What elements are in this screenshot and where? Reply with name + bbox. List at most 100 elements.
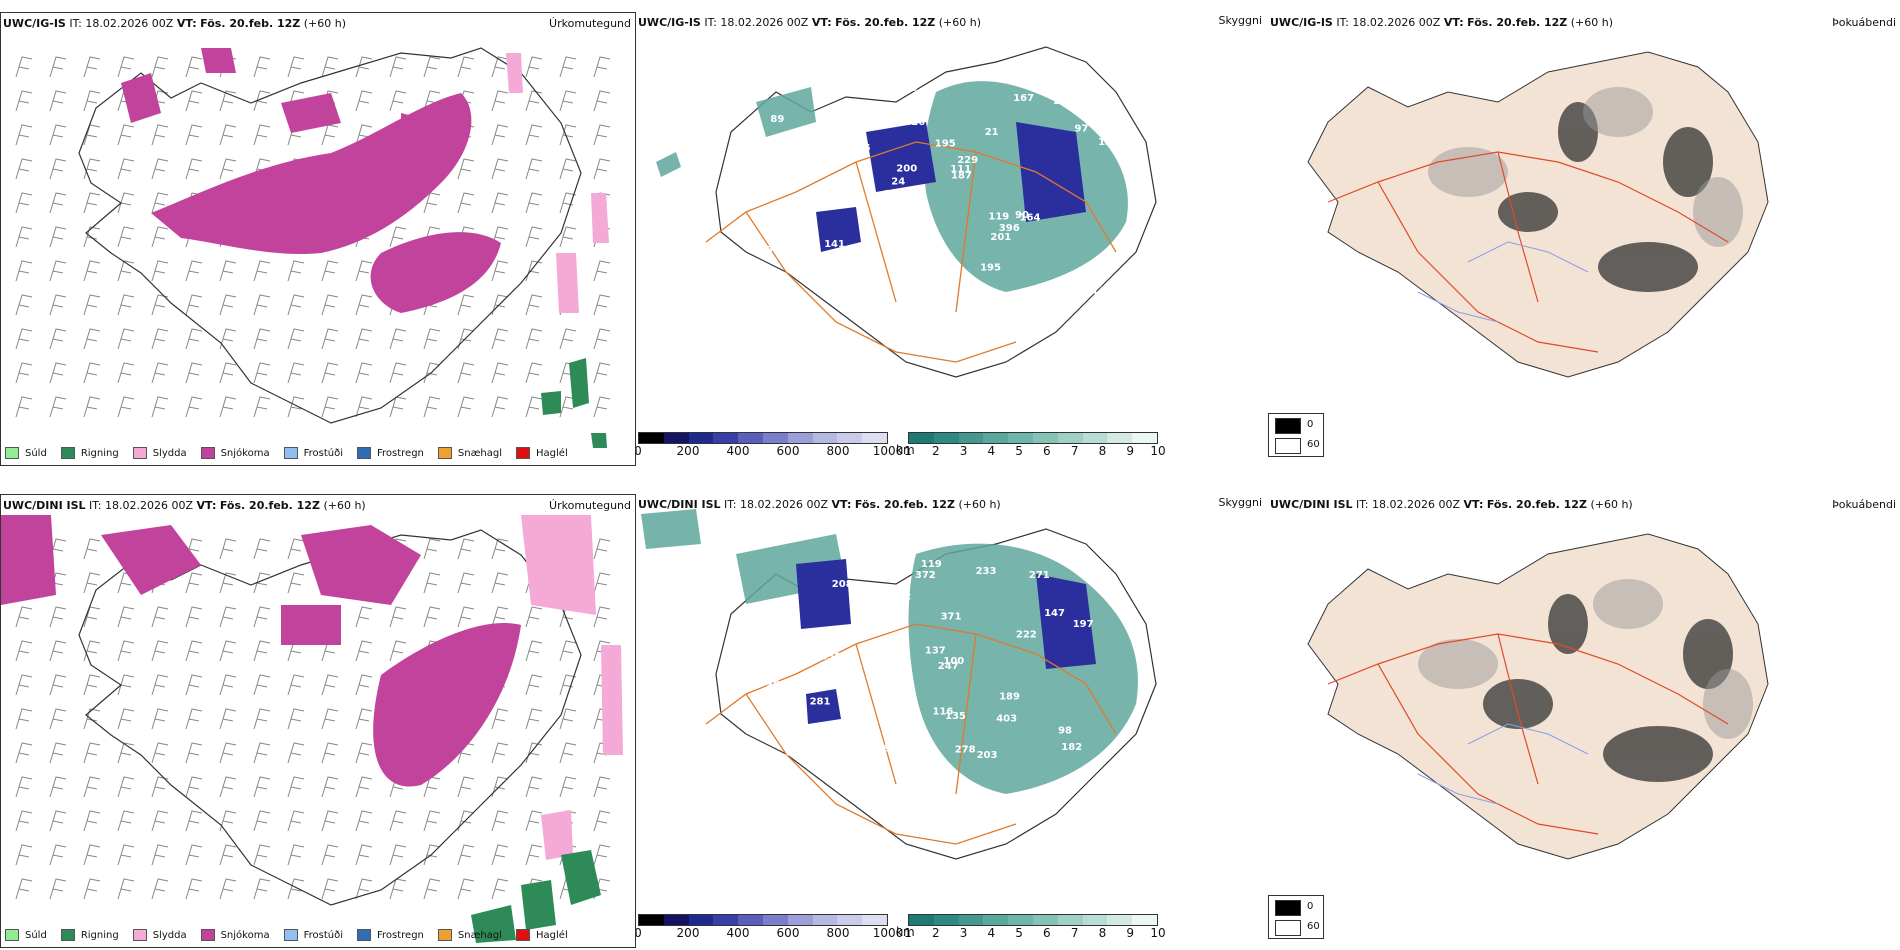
cloud-base-value: 148: [1092, 286, 1113, 297]
wind-barb: [525, 56, 543, 78]
legend-swatch: [516, 447, 531, 459]
wind-barb: [491, 708, 509, 730]
cloud-base-value: 23: [773, 693, 787, 704]
cloud-base-value: 129: [813, 722, 834, 733]
wind-barb: [457, 56, 475, 78]
colorbar-tick-label: 1: [904, 926, 912, 940]
wind-barb: [83, 328, 101, 350]
wind-barb: [355, 362, 373, 384]
wind-barb: [117, 158, 135, 180]
colorbar-segment: [862, 915, 887, 925]
legend-swatch: [60, 447, 75, 459]
wind-barb: [185, 640, 203, 662]
wind-barb: [151, 878, 169, 900]
wind-barb: [355, 776, 373, 798]
iceland-precip-map: [1, 515, 623, 943]
iceland-outline: [78, 47, 582, 424]
colorbar-tick-label: 3: [959, 926, 968, 940]
wind-barb: [83, 640, 101, 662]
wind-barb: [117, 192, 135, 214]
colorbar-segment: [1057, 915, 1083, 925]
colorbar-segment: [738, 915, 763, 925]
fog-legend-low-label: 0: [1307, 901, 1314, 912]
cloud-base-value: 62: [938, 298, 952, 309]
wind-barb: [355, 294, 373, 316]
wind-barb: [253, 844, 271, 866]
legend-swatch: [132, 447, 147, 459]
wind-barb: [525, 328, 543, 350]
wind-barb: [151, 606, 169, 628]
wind-barbs: [15, 538, 611, 900]
wind-barb: [321, 362, 339, 384]
wind-barb: [321, 328, 339, 350]
colorbar-segment: [958, 915, 984, 925]
wind-barb: [491, 776, 509, 798]
wind-barb: [49, 124, 67, 146]
legend-item: Frostregn: [357, 447, 424, 459]
cloud-base-value: 222: [1016, 630, 1037, 641]
colorbar-segment: [639, 915, 664, 925]
cloud-base-value: 403: [996, 714, 1017, 725]
height-colorbar: 0 200 400 600 800 1000 m: [636, 432, 903, 458]
wind-barb: [355, 878, 373, 900]
visibility-colorbar-strip: [908, 432, 1158, 444]
wind-barb: [525, 776, 543, 798]
wind-barb: [559, 742, 577, 764]
wind-barb: [321, 708, 339, 730]
cloud-base-value: 371: [941, 612, 962, 623]
cloud-base-value: 247: [899, 263, 920, 274]
wind-barb: [491, 742, 509, 764]
cloud-base-value: 208: [832, 579, 853, 590]
height-colorbar: 0 200 400 600 800 1000 m: [636, 914, 903, 940]
precip-legend: Súld Rigning Slydda Snjókoma Frostúði Fr…: [5, 929, 568, 941]
wind-barb: [423, 328, 441, 350]
fog-dark-areas: [1483, 594, 1733, 782]
legend-item: Súld: [5, 929, 47, 941]
fog-medium-areas: [1428, 87, 1743, 247]
cloud-base-value: 271: [1029, 570, 1050, 581]
cloud-base-value: 147: [1044, 608, 1065, 619]
map-title-row1: UWC/IG-IS IT: 18.02.2026 00Z VT: Fös. 20…: [3, 17, 347, 30]
wind-barb: [219, 396, 237, 418]
colorbar-segment: [909, 915, 934, 925]
wind-barb: [83, 538, 101, 560]
colorbar-tick-label: 800: [826, 444, 850, 458]
wind-barb: [559, 124, 577, 146]
parameter-label: Skyggni: [1218, 496, 1262, 509]
fog-legend: 0 60: [1268, 413, 1324, 457]
wind-barb: [491, 878, 509, 900]
wind-barb: [593, 362, 611, 384]
wind-barb: [559, 192, 577, 214]
wind-barb: [15, 226, 33, 248]
colorbar-segment: [663, 433, 689, 443]
wind-barb: [491, 328, 509, 350]
fog-dark-areas: [1498, 102, 1713, 292]
wind-barb: [559, 90, 577, 112]
cloud-base-value: 72: [897, 592, 911, 603]
legend-item: Rigning: [60, 929, 119, 941]
colorbar-segment: [1082, 433, 1108, 443]
cloud-base-value: 17: [931, 254, 945, 265]
wind-barb: [219, 328, 237, 350]
cloud-base-value: 167: [1013, 93, 1034, 104]
wind-barb: [185, 844, 203, 866]
legend-swatch: [283, 447, 298, 459]
wind-barb: [15, 640, 33, 662]
low-cloud-areas: [796, 559, 1096, 724]
wind-barb: [491, 396, 509, 418]
wind-barb: [151, 158, 169, 180]
wind-barb: [389, 56, 407, 78]
wind-barb: [355, 674, 373, 696]
colorbar-segment: [713, 915, 739, 925]
wind-barb: [49, 844, 67, 866]
wind-barb: [525, 158, 543, 180]
wind-barb: [525, 742, 543, 764]
wind-barb: [49, 328, 67, 350]
wind-barb: [355, 640, 373, 662]
wind-barb: [457, 844, 475, 866]
wind-barb: [117, 606, 135, 628]
wind-barb: [185, 878, 203, 900]
cloud-base-value: 308: [786, 748, 807, 759]
wind-barb: [49, 56, 67, 78]
legend-item: Snæhagl: [437, 447, 502, 459]
